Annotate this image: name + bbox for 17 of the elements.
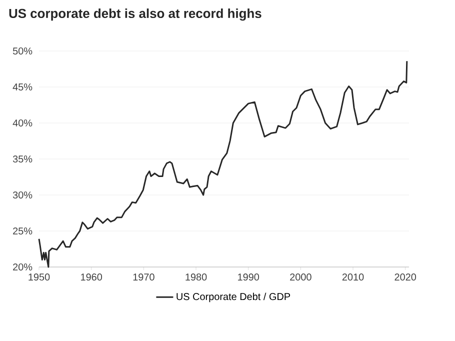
y-tick-label: 25% [13,227,32,235]
y-tick-label: 35% [12,155,32,163]
y-tick-label: 40% [12,119,32,127]
y-tick-label: 50% [12,47,32,55]
x-tick-label: 2010 [342,274,364,281]
y-tick-label: 20% [13,263,32,271]
chart-title: US corporate debt is also at record highs [9,8,262,21]
legend-label: US Corporate Debt / GDP [176,292,290,302]
y-tick-label: 30% [12,191,32,199]
x-tick-label: 1980 [186,274,207,281]
x-tick-label: 1970 [133,274,154,281]
x-tick-label: 2000 [290,274,312,281]
x-tick-label: 1950 [28,274,50,281]
x-tick-label: 2020 [394,274,416,281]
x-tick-label: 1960 [81,274,102,281]
y-tick-label: 45% [12,83,32,90]
x-tick-label: 1990 [238,274,260,281]
